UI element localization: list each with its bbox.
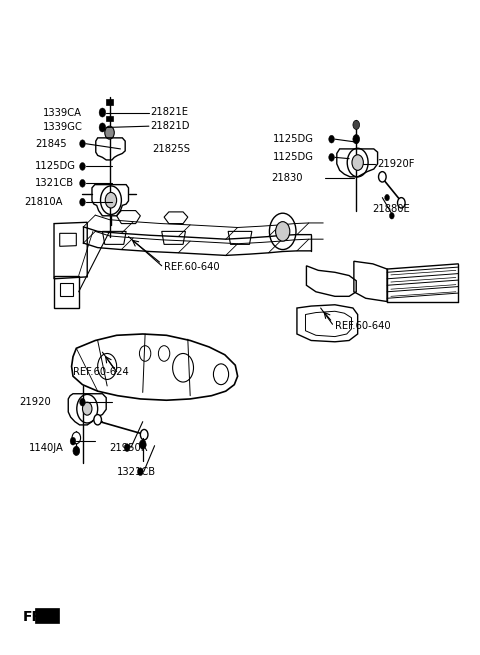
Circle shape: [139, 440, 146, 449]
Circle shape: [80, 162, 85, 170]
Text: 21825S: 21825S: [152, 144, 190, 154]
Circle shape: [397, 198, 405, 208]
Circle shape: [379, 172, 386, 182]
Circle shape: [72, 432, 81, 443]
Circle shape: [83, 402, 92, 415]
Circle shape: [276, 221, 290, 241]
Text: REF.60-640: REF.60-640: [164, 262, 220, 272]
Text: 1339CA: 1339CA: [43, 108, 82, 118]
Circle shape: [99, 123, 106, 132]
Text: 21821D: 21821D: [150, 121, 189, 131]
Text: 1321CB: 1321CB: [117, 466, 156, 477]
Circle shape: [99, 108, 106, 117]
Circle shape: [80, 179, 85, 187]
Circle shape: [80, 140, 85, 147]
Circle shape: [389, 213, 394, 219]
Circle shape: [137, 468, 143, 476]
Text: 21950R: 21950R: [109, 443, 148, 453]
Circle shape: [124, 443, 130, 451]
Text: 21920: 21920: [19, 397, 51, 407]
Polygon shape: [106, 99, 113, 105]
Circle shape: [105, 193, 117, 208]
Circle shape: [384, 195, 389, 201]
Text: 1125DG: 1125DG: [273, 134, 314, 144]
Circle shape: [353, 135, 360, 143]
Circle shape: [70, 438, 76, 445]
Circle shape: [140, 430, 148, 440]
Text: 1339GC: 1339GC: [43, 122, 83, 132]
Polygon shape: [35, 608, 59, 623]
Text: REF.60-624: REF.60-624: [73, 367, 129, 377]
Text: 1321CB: 1321CB: [35, 178, 74, 189]
Text: 1125DG: 1125DG: [35, 161, 76, 172]
Circle shape: [105, 126, 114, 139]
Circle shape: [352, 155, 363, 170]
Circle shape: [80, 198, 85, 206]
Text: 21810A: 21810A: [24, 197, 62, 207]
Circle shape: [329, 153, 335, 161]
Text: 21845: 21845: [35, 139, 67, 149]
Polygon shape: [106, 116, 113, 121]
Text: 21821E: 21821E: [150, 107, 188, 117]
Text: FR.: FR.: [23, 610, 48, 624]
Text: 21920F: 21920F: [378, 159, 415, 169]
Text: 21880E: 21880E: [372, 204, 409, 214]
Text: REF.60-640: REF.60-640: [335, 321, 391, 331]
Text: 1125DG: 1125DG: [273, 153, 314, 162]
Circle shape: [329, 136, 335, 143]
Circle shape: [73, 446, 80, 455]
Circle shape: [353, 121, 360, 130]
Circle shape: [80, 398, 85, 406]
Text: 1140JA: 1140JA: [29, 443, 64, 453]
Text: 21830: 21830: [271, 173, 302, 183]
Circle shape: [94, 415, 101, 425]
